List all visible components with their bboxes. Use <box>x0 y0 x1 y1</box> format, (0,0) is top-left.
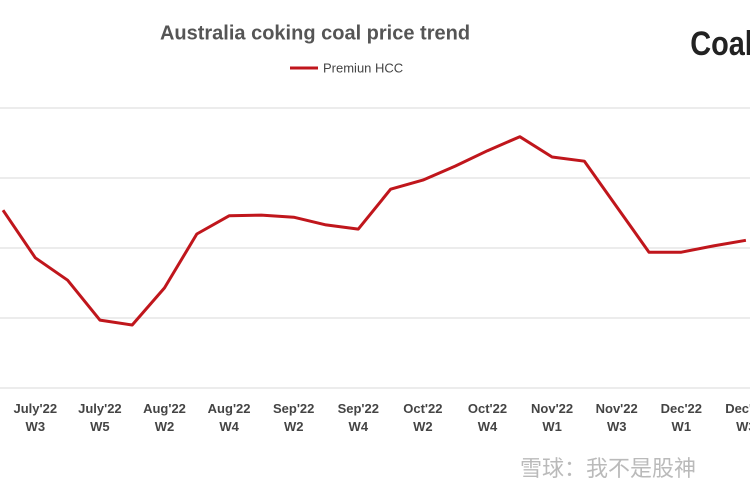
x-tick-label: Nov'22 W1 <box>531 401 574 434</box>
x-tick-label: Dec'22 W1 <box>660 401 702 434</box>
x-tick-label: Sep'22 W4 <box>337 401 379 434</box>
watermark: 雪球：我不是股神 <box>520 456 696 481</box>
x-tick-label: July'22 W3 <box>13 401 58 434</box>
x-tick-label: July'22 W5 <box>78 401 122 434</box>
x-tick-label: Sep'22 W2 <box>272 401 315 434</box>
legend-label: Premiun HCC <box>323 60 403 75</box>
x-tick-label: Aug'22 W4 <box>207 401 251 434</box>
x-tick-label: Oct'22 W4 <box>467 401 508 434</box>
x-tick-label: Aug'22 W2 <box>143 401 186 434</box>
chart-title: Australia coking coal price trend <box>160 22 470 44</box>
x-tick-label: Dec'22 W3 <box>725 401 750 434</box>
x-tick-label: Oct'22 W2 <box>403 401 443 434</box>
series-line <box>1 135 747 327</box>
logo: Coal <box>690 24 750 63</box>
x-tick-label: Nov'22 W3 <box>595 401 638 434</box>
